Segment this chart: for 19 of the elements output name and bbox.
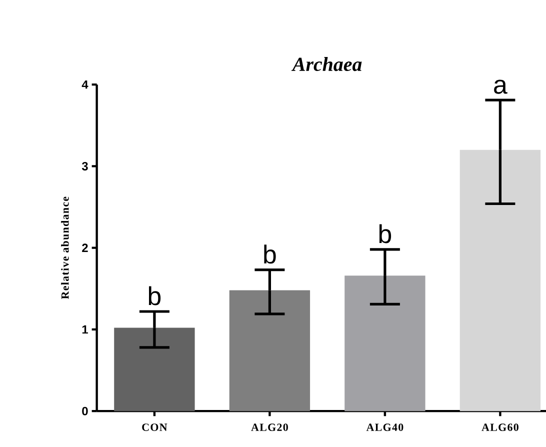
annotation: b bbox=[148, 286, 161, 306]
y-tick-label: 2 bbox=[82, 244, 88, 252]
annotation: b bbox=[264, 244, 276, 264]
y-tick-label: 3 bbox=[82, 162, 88, 170]
bar bbox=[460, 150, 541, 412]
chart-title: Archaea bbox=[291, 57, 362, 72]
y-tick-label: 1 bbox=[82, 325, 88, 334]
bar bbox=[229, 290, 310, 412]
x-tick-label: ALG40 bbox=[366, 424, 404, 431]
annotation: a bbox=[494, 80, 508, 94]
x-tick-label: CON bbox=[142, 424, 168, 431]
bar bbox=[344, 276, 426, 412]
x-tick-label: ALG60 bbox=[482, 424, 518, 431]
y-tick-label: 4 bbox=[82, 80, 88, 89]
y-axis-title: Relative abundance bbox=[61, 196, 69, 300]
bar bbox=[114, 328, 195, 412]
annotation: b bbox=[379, 224, 392, 244]
y-tick-label: 0 bbox=[82, 406, 88, 416]
x-tick-label: ALG20 bbox=[251, 424, 288, 431]
